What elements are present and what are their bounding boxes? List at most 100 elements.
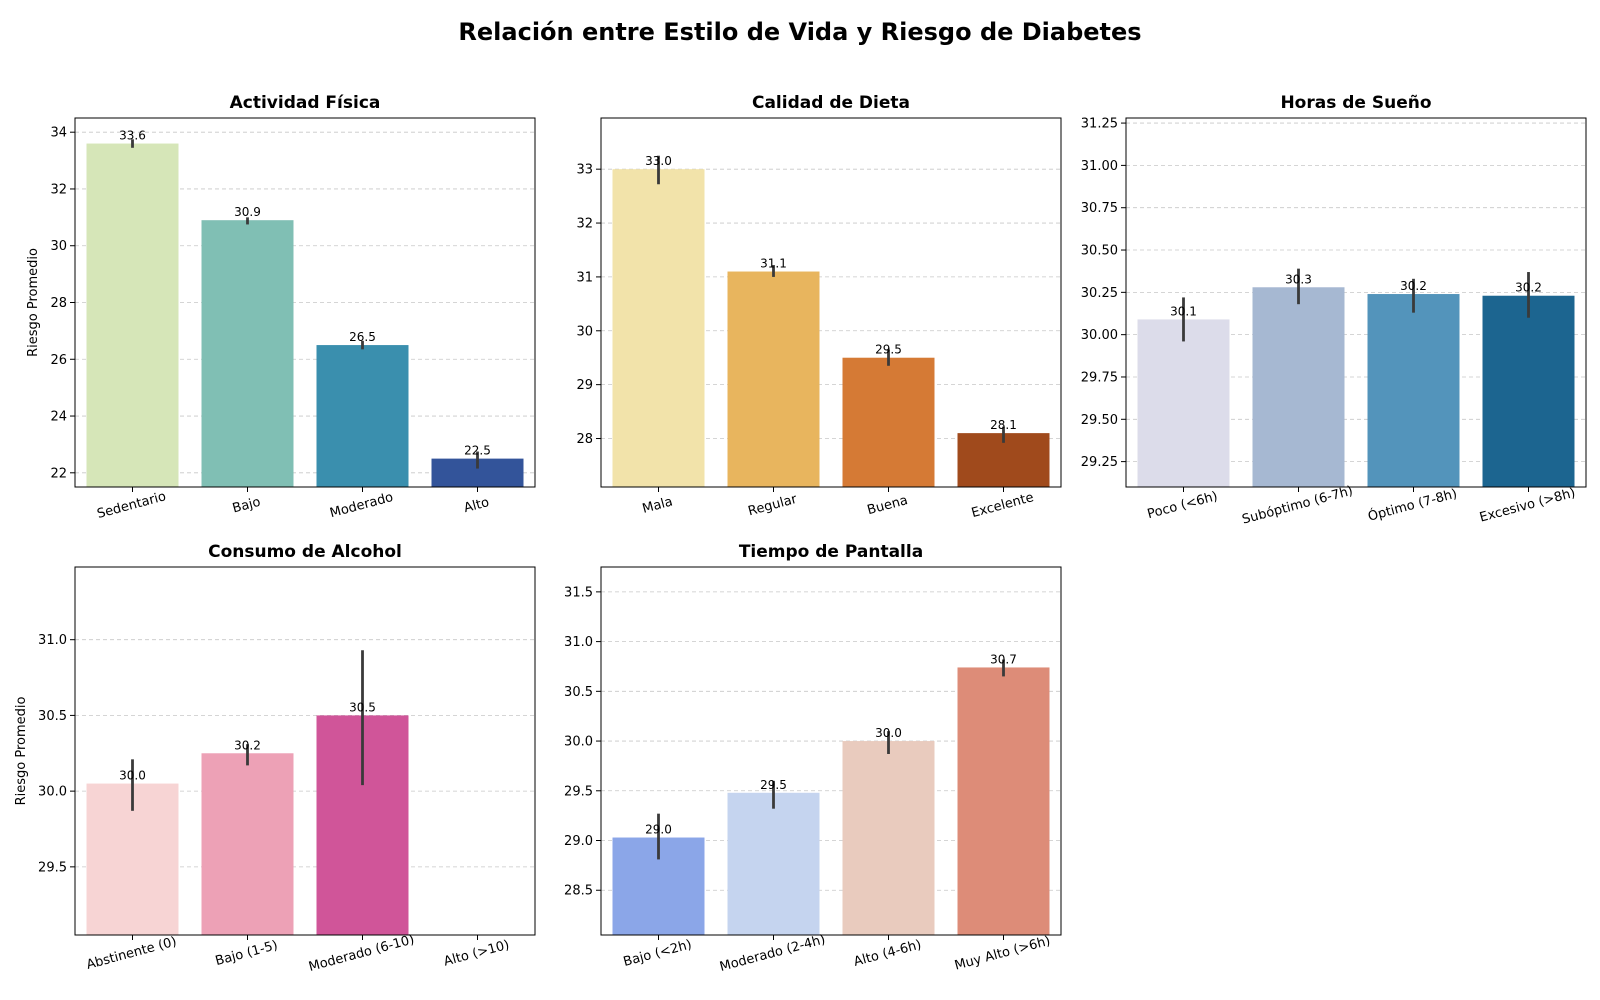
data-label: 30.7 <box>990 652 1017 666</box>
y-tick-label: 28.5 <box>564 884 593 899</box>
axes-frame <box>600 117 1062 488</box>
y-tick-label: 28 <box>50 296 67 311</box>
data-label: 33.0 <box>645 154 672 168</box>
panel-title: Calidad de Dieta <box>752 93 910 113</box>
data-label: 30.2 <box>1400 279 1427 293</box>
x-tick-label: Regular <box>747 492 800 520</box>
data-label: 30.2 <box>234 738 261 752</box>
bar <box>201 753 294 935</box>
y-tick-label: 30.50 <box>1081 244 1118 259</box>
y-axis-label: Riesgo Promedio <box>14 697 29 806</box>
data-label: 29.0 <box>645 823 672 837</box>
data-label: 28.1 <box>990 418 1017 432</box>
data-label: 30.0 <box>119 769 146 783</box>
data-label: 29.5 <box>760 778 787 792</box>
y-tick-label: 24 <box>50 410 67 425</box>
data-label: 22.5 <box>464 444 491 458</box>
x-tick-label: Excelente <box>970 490 1035 521</box>
bar <box>1252 287 1345 487</box>
bar <box>316 345 409 487</box>
y-tick-label: 34 <box>50 126 67 141</box>
y-tick-label: 32 <box>50 182 67 197</box>
data-label: 30.9 <box>234 205 261 219</box>
y-tick-label: 30.25 <box>1081 286 1118 301</box>
bar <box>727 792 820 935</box>
x-tick-label: Subóptimo (6-7h) <box>1241 484 1355 528</box>
bar <box>727 271 820 487</box>
y-tick-label: 31.25 <box>1081 117 1118 132</box>
y-tick-label: 22 <box>50 466 67 481</box>
y-tick-label: 29.75 <box>1081 370 1118 385</box>
data-label: 33.6 <box>119 129 146 143</box>
y-tick-label: 31.0 <box>38 633 67 648</box>
y-tick-label: 31.0 <box>564 635 593 650</box>
bar <box>1137 319 1230 487</box>
x-tick-label: Mala <box>641 494 675 516</box>
y-tick-label: 29.0 <box>564 834 593 849</box>
y-tick-label: 30.00 <box>1081 328 1118 343</box>
x-tick-label: Moderado <box>328 490 395 521</box>
bar <box>842 357 935 487</box>
axes-frame <box>1125 117 1587 488</box>
x-tick-label: Moderado (6-10) <box>307 932 416 975</box>
y-tick-label: 28 <box>576 432 593 447</box>
x-tick-label: Bajo (<2h) <box>622 937 694 970</box>
bar <box>957 667 1050 935</box>
y-tick-label: 29.5 <box>38 860 67 875</box>
data-label: 30.2 <box>1515 281 1542 295</box>
x-tick-label: Bajo (1-5) <box>214 938 280 969</box>
y-tick-label: 29.5 <box>564 784 593 799</box>
x-tick-label: Sedentario <box>95 489 167 522</box>
y-tick-label: 31.00 <box>1081 159 1118 174</box>
axes-frame <box>74 566 536 936</box>
y-tick-label: 33 <box>576 163 593 178</box>
y-tick-label: 30.0 <box>564 735 593 750</box>
panel-title: Consumo de Alcohol <box>208 542 402 562</box>
x-tick-label: Alto <box>462 495 491 516</box>
x-tick-label: Poco (<6h) <box>1146 489 1220 522</box>
data-label: 30.1 <box>1170 304 1197 318</box>
data-label: 30.5 <box>349 700 376 714</box>
x-tick-label: Moderado (2-4h) <box>718 932 827 975</box>
bar <box>1367 294 1460 487</box>
panel-calidad-dieta: 33.0 31.1 29.5 28.1 28 29 30 31 32 33 Mala Regular B… <box>576 93 1062 521</box>
data-label: 26.5 <box>349 330 376 344</box>
panel-actividad-fisica: 33.6 30.9 26.5 22.5 22 24 26 28 30 32 34 Sedentario… <box>26 93 536 522</box>
y-tick-label: 29.25 <box>1081 455 1118 470</box>
y-tick-label: 30.5 <box>38 709 67 724</box>
y-tick-label: 32 <box>576 217 593 232</box>
x-tick-label: Excesivo (>8h) <box>1478 486 1577 526</box>
y-tick-label: 31 <box>576 270 593 285</box>
y-axis-label: Riesgo Promedio <box>26 248 41 357</box>
y-tick-label: 30.0 <box>38 785 67 800</box>
bar <box>612 169 705 488</box>
y-tick-label: 30 <box>50 239 67 254</box>
y-tick-label: 30.5 <box>564 685 593 700</box>
data-label: 29.5 <box>875 343 902 357</box>
x-tick-label: Alto (4-6h) <box>852 937 923 969</box>
y-tick-label: 29 <box>576 378 593 393</box>
x-tick-label: Bajo <box>231 495 262 517</box>
bar <box>201 220 294 487</box>
x-tick-label: Buena <box>866 493 910 518</box>
panel-consumo-alcohol: 30.0 30.2 30.5 29.5 30.0 30.5 31.0 Abstinente (… <box>14 542 536 975</box>
data-label: 30.0 <box>875 726 902 740</box>
panel-horas-sueno: 30.1 30.3 30.2 30.2 29.25 29.50 29.75 30.00 30.2… <box>1081 93 1587 528</box>
x-tick-label: Abstinente (0) <box>85 934 178 972</box>
y-tick-label: 29.50 <box>1081 413 1118 428</box>
panel-tiempo-pantalla: 29.0 29.5 30.0 30.7 28.5 29.0 29.5 30.0 30.5 31.0… <box>564 542 1062 975</box>
data-label: 31.1 <box>760 257 787 271</box>
axes-frame <box>600 566 1062 936</box>
panel-title: Tiempo de Pantalla <box>739 542 923 562</box>
bar <box>1482 295 1575 487</box>
data-label: 30.3 <box>1285 272 1312 286</box>
y-tick-label: 30.75 <box>1081 201 1118 216</box>
x-tick-label: Muy Alto (>6h) <box>953 934 1052 974</box>
panel-title: Actividad Física <box>230 93 381 113</box>
y-tick-label: 30 <box>576 324 593 339</box>
x-tick-label: Alto (>10) <box>442 938 511 970</box>
x-tick-label: Óptimo (7-8h) <box>1366 486 1459 525</box>
y-tick-label: 26 <box>50 353 67 368</box>
panel-title: Horas de Sueño <box>1280 93 1431 113</box>
